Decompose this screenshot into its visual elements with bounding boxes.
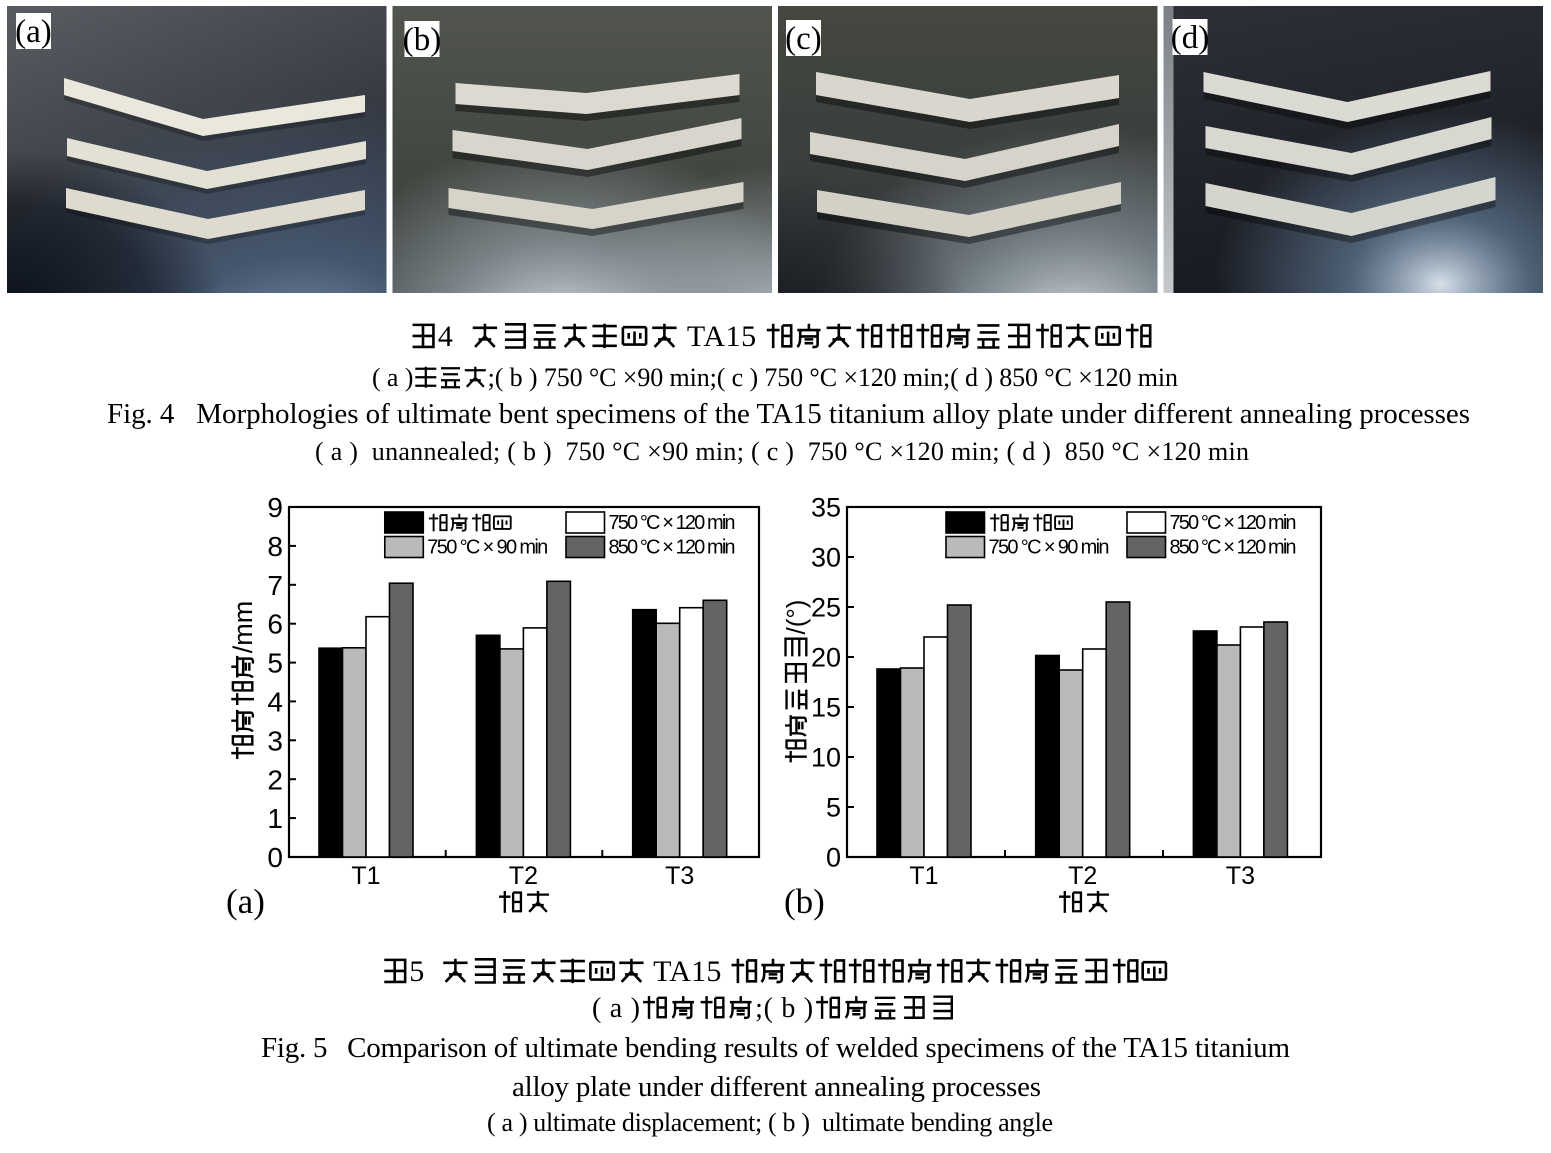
svg-text:/(°): /(°): [781, 600, 811, 635]
svg-text:( a ): ( a ): [592, 993, 640, 1024]
svg-text:9: 9: [267, 492, 283, 523]
svg-text:Comparison of ultimate bending: Comparison of ultimate bending results o…: [347, 1032, 1290, 1064]
svg-text:(d): (d): [1171, 20, 1209, 56]
svg-text:;( b ) 750 °C ×90 min;( c ) 75: ;( b ) 750 °C ×90 min;( c ) 750 °C ×120 …: [488, 363, 1178, 392]
svg-text:T3: T3: [1226, 862, 1255, 890]
svg-text:( a ): ( a ): [372, 363, 413, 392]
svg-text:4: 4: [438, 320, 453, 353]
svg-text:(b): (b): [784, 882, 825, 921]
svg-text:TA15: TA15: [679, 320, 764, 353]
svg-text:25: 25: [811, 593, 841, 623]
svg-text:0: 0: [267, 842, 283, 873]
svg-text:4: 4: [267, 687, 283, 718]
svg-text:2: 2: [267, 764, 283, 795]
svg-text:3: 3: [267, 725, 283, 756]
svg-text:Fig. 5: Fig. 5: [261, 1032, 328, 1064]
svg-text:( a ) unannealed; ( b ) 750: ( a ) unannealed; ( b ) 750 °C ×90 min; …: [315, 437, 1249, 466]
svg-text:750 °C × 120 min: 750 °C × 120 min: [1170, 512, 1297, 534]
svg-text:(c): (c): [785, 21, 822, 57]
svg-text:alloy plate under different an: alloy plate under different annealing pr…: [512, 1071, 1041, 1103]
svg-text:(b): (b): [403, 22, 441, 58]
svg-text:T1: T1: [351, 862, 380, 890]
svg-text:0: 0: [826, 843, 841, 873]
svg-text:( a ) ultimate displacement; (: ( a ) ultimate displacement; ( b ) ultim…: [487, 1108, 1053, 1137]
svg-text:850 °C × 120 min: 850 °C × 120 min: [1170, 537, 1297, 559]
svg-text:;( b ): ;( b ): [755, 993, 813, 1024]
svg-text:6: 6: [267, 609, 283, 640]
svg-text:10: 10: [811, 743, 841, 773]
svg-text:15: 15: [811, 693, 841, 723]
svg-text:TA15: TA15: [646, 955, 729, 988]
svg-text:T2: T2: [509, 862, 538, 890]
svg-text:750 °C × 120 min: 750 °C × 120 min: [609, 512, 736, 534]
svg-text:5: 5: [826, 793, 841, 823]
svg-text:(a): (a): [226, 882, 265, 921]
svg-text:1: 1: [267, 803, 283, 834]
svg-text:Morphologies of ultimate bent: Morphologies of ultimate bent specimens …: [196, 398, 1470, 430]
svg-text:30: 30: [811, 543, 841, 573]
svg-text:T1: T1: [909, 862, 938, 890]
svg-text:Fig. 4: Fig. 4: [107, 398, 175, 430]
svg-text:T2: T2: [1068, 862, 1097, 890]
svg-text:7: 7: [267, 570, 283, 601]
svg-text:750 °C × 90 min: 750 °C × 90 min: [427, 537, 548, 559]
svg-text:T3: T3: [665, 862, 694, 890]
svg-text:(a): (a): [15, 14, 52, 50]
svg-text:20: 20: [811, 643, 841, 673]
svg-text:35: 35: [811, 493, 841, 523]
svg-text:5: 5: [409, 955, 424, 988]
svg-text:850 °C × 120 min: 850 °C × 120 min: [609, 537, 736, 559]
svg-text:5: 5: [267, 648, 283, 679]
svg-text:/mm: /mm: [228, 601, 258, 653]
svg-text:750 °C × 90 min: 750 °C × 90 min: [989, 537, 1110, 559]
svg-text:8: 8: [267, 531, 283, 562]
